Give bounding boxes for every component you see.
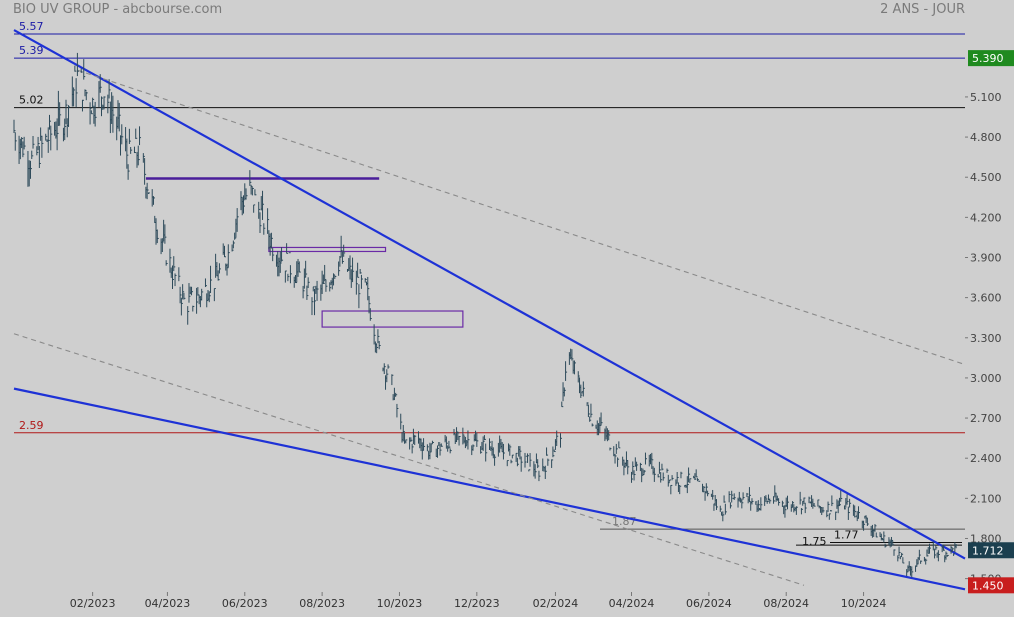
trendline-lower-parallel [13, 333, 805, 586]
price-label-box [968, 577, 1014, 594]
y-tick-label: 4.500 [970, 171, 1002, 184]
level-label: 1.75 [802, 535, 827, 548]
zones [145, 177, 464, 328]
y-tick-label: 3.300 [970, 332, 1002, 345]
level-label: 5.57 [19, 20, 44, 33]
x-tick-label: 08/2024 [763, 597, 809, 610]
price-label: 1.712 [972, 544, 1004, 557]
y-tick-label: 5.100 [970, 91, 1002, 104]
x-tick-label: 08/2023 [299, 597, 345, 610]
trendlines [13, 29, 966, 591]
y-tick-label: 4.800 [970, 131, 1002, 144]
y-tick-label: 1.800 [970, 532, 1002, 545]
x-tick-label: 02/2023 [70, 597, 116, 610]
price-label-box [968, 542, 1014, 559]
x-tick-label: 06/2024 [686, 597, 732, 610]
level-label: 2.59 [19, 419, 44, 432]
x-tick-label: 04/2023 [145, 597, 191, 610]
chart-period: 2 ANS - JOUR [880, 2, 965, 17]
trendline-upper-parallel [77, 69, 966, 366]
zone-box [268, 246, 387, 253]
y-tick-label: 2.400 [970, 452, 1002, 465]
x-tick-label: 10/2024 [841, 597, 887, 610]
chart-title: BIO UV GROUP - abcbourse.com [13, 2, 223, 17]
y-tick-label: 3.600 [970, 292, 1002, 305]
price-label: 1.450 [972, 579, 1004, 592]
y-tick-label: 3.900 [970, 251, 1002, 264]
trendline-upper [13, 29, 966, 560]
level-label: 5.39 [19, 44, 44, 57]
level-label: 1.77 [834, 528, 859, 541]
y-tick-label: 3.000 [970, 372, 1002, 385]
x-tick-label: 06/2023 [222, 597, 268, 610]
y-tick-label: 2.100 [970, 492, 1002, 505]
x-tick-label: 02/2024 [533, 597, 579, 610]
level-label: 5.02 [19, 94, 44, 107]
price-label-box [968, 50, 1014, 67]
horizontal-levels: 5.575.395.022.591.871.771.75 [14, 20, 965, 548]
y-tick-label: 2.700 [970, 412, 1002, 425]
price-label: 5.390 [972, 52, 1004, 65]
x-tick-label: 10/2023 [377, 597, 423, 610]
x-tick-label: 04/2024 [609, 597, 655, 610]
x-tick-label: 12/2023 [454, 597, 500, 610]
trendline-lower [13, 387, 966, 591]
y-tick-label: 4.200 [970, 211, 1002, 224]
price-bars [13, 52, 958, 578]
zone-box [321, 310, 464, 328]
